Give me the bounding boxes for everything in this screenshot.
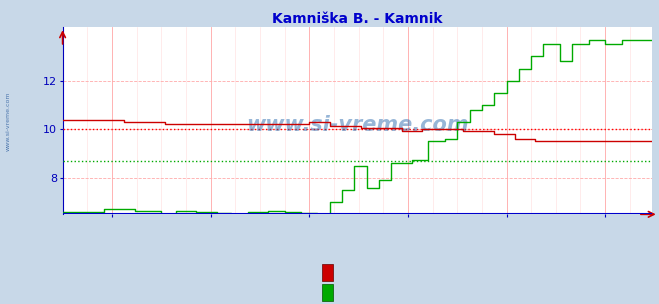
Text: www.si-vreme.com: www.si-vreme.com <box>246 115 469 135</box>
Text: TRENUTNE  VREDNOSTI  (polna črta):: TRENUTNE VREDNOSTI (polna črta): <box>20 226 232 237</box>
Title: Kamniška B. - Kamnik: Kamniška B. - Kamnik <box>272 12 443 26</box>
Text: temperatura[C]: temperatura[C] <box>337 268 431 278</box>
Text: povpr.:: povpr.: <box>145 248 188 258</box>
Text: 13,7: 13,7 <box>222 287 247 297</box>
Text: min.:: min.: <box>86 248 117 258</box>
Text: 9,5: 9,5 <box>103 268 122 278</box>
Text: maks.:: maks.: <box>211 248 248 258</box>
Text: 10,4: 10,4 <box>222 268 247 278</box>
Text: 9,5: 9,5 <box>38 268 56 278</box>
Text: www.si-vreme.com: www.si-vreme.com <box>5 92 11 151</box>
Text: sedaj:: sedaj: <box>20 248 57 258</box>
Text: pretok[m3/s]: pretok[m3/s] <box>337 287 418 297</box>
Text: 6,6: 6,6 <box>103 287 122 297</box>
Text: 8,7: 8,7 <box>163 287 181 297</box>
Text: 10,0: 10,0 <box>156 268 181 278</box>
Text: Kamniška B. - Kamnik: Kamniška B. - Kamnik <box>330 248 455 258</box>
Text: 13,7: 13,7 <box>31 287 56 297</box>
